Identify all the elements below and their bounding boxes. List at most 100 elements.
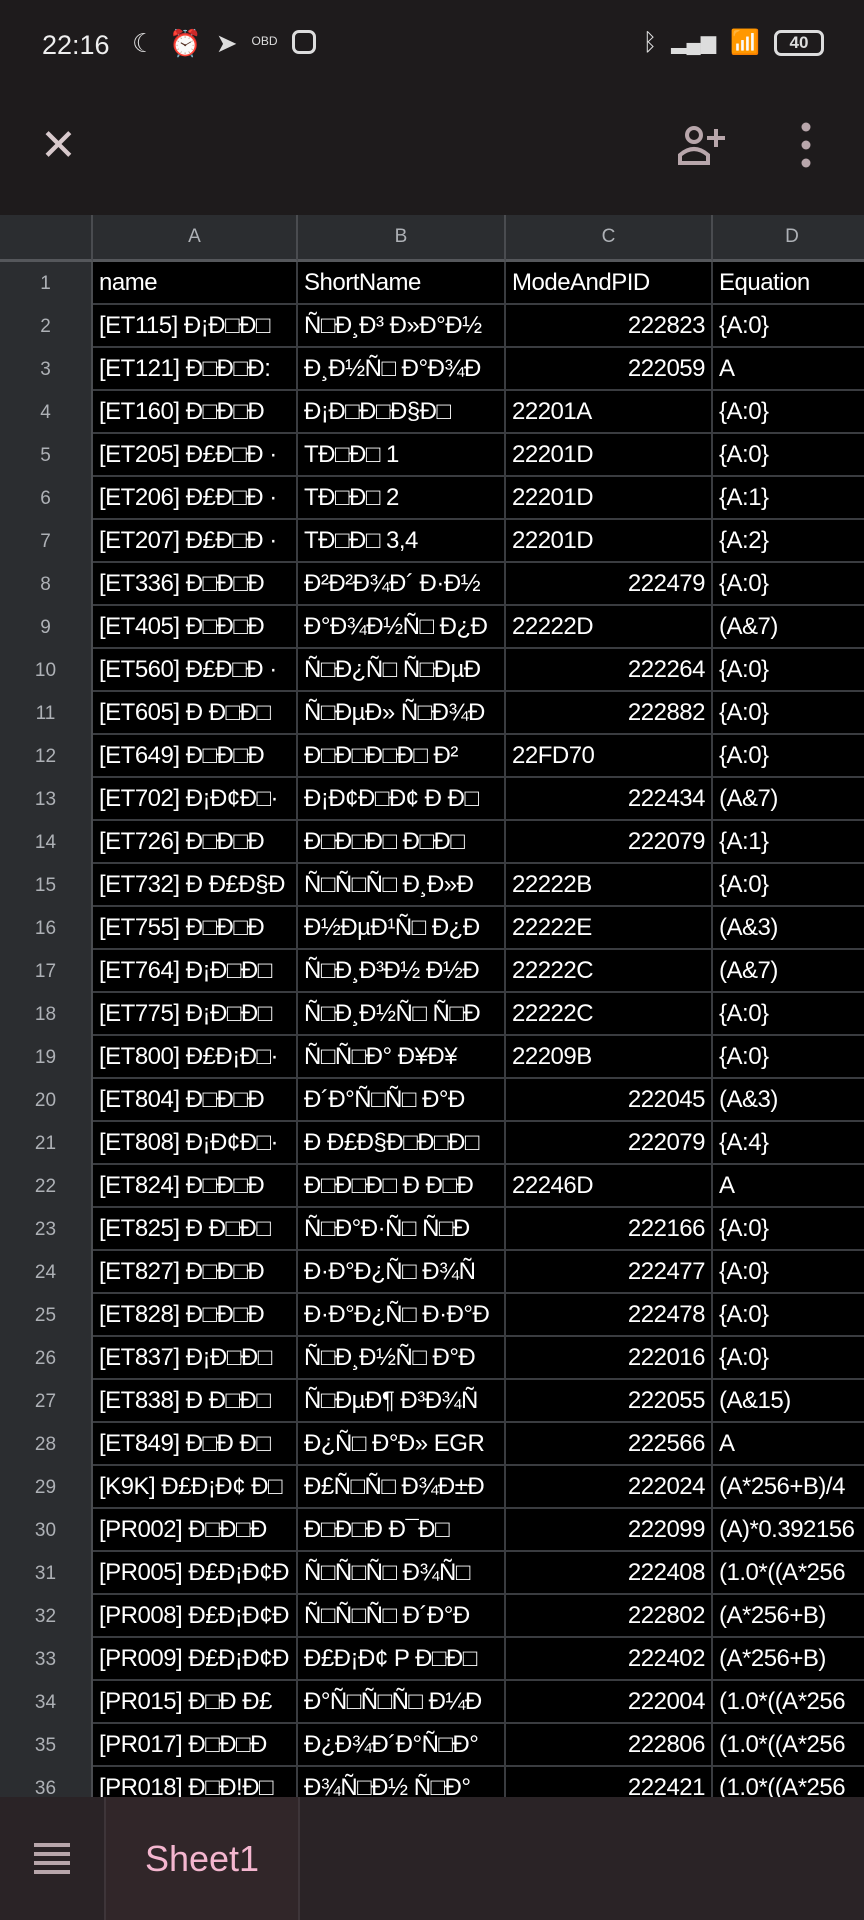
cell-short-name[interactable]: Ñ□ĐµĐ¶ Đ³Đ¾Ñ	[298, 1380, 506, 1421]
cell-short-name[interactable]: Đ¸Đ½Ñ□ Đ°Đ¾Đ	[298, 348, 506, 389]
select-all-corner[interactable]	[0, 215, 93, 262]
cell-short-name[interactable]: Đ□Đ□Đ□Đ□ Đ²	[298, 735, 506, 776]
row-header[interactable]: 35	[0, 1724, 93, 1767]
cell-name[interactable]: [ET775] Đ¡Đ□Đ□	[93, 993, 298, 1034]
cell-mode-and-pid[interactable]: 22201D	[506, 477, 713, 518]
cell-name[interactable]: [ET824] Đ□Đ□Đ	[93, 1165, 298, 1206]
cell-short-name[interactable]: Ñ□Đ¿Ñ□ Ñ□ĐµĐ	[298, 649, 506, 690]
cell-equation[interactable]: {A:0}	[713, 1337, 864, 1378]
cell-equation[interactable]: (1.0*((A*256	[713, 1681, 864, 1722]
cell-mode-and-pid[interactable]: 222434	[506, 778, 713, 819]
row-header[interactable]: 9	[0, 606, 93, 649]
cell-mode-and-pid[interactable]: 222421	[506, 1767, 713, 1797]
row-header[interactable]: 6	[0, 477, 93, 520]
cell-short-name[interactable]: Đ□Đ□Đ□ Đ Đ□Đ	[298, 1165, 506, 1206]
cell-short-name[interactable]: TĐ□Đ□ 1	[298, 434, 506, 475]
cell-mode-and-pid[interactable]: 222823	[506, 305, 713, 346]
row-header[interactable]: 36	[0, 1767, 93, 1797]
cell-name[interactable]: [ET755] Đ□Đ□Đ	[93, 907, 298, 948]
cell-mode-and-pid[interactable]: 22222B	[506, 864, 713, 905]
sheet-tab-sheet1[interactable]: Sheet1	[106, 1797, 300, 1920]
cell-short-name[interactable]: Đ°Ñ□Ñ□Ñ□ Đ¼Đ	[298, 1681, 506, 1722]
row-header[interactable]: 1	[0, 262, 93, 305]
row-header[interactable]: 5	[0, 434, 93, 477]
column-header-b[interactable]: B	[298, 215, 506, 262]
row-header[interactable]: 8	[0, 563, 93, 606]
cell-name[interactable]: [ET726] Đ□Đ□Đ	[93, 821, 298, 862]
cell-mode-and-pid[interactable]: 222079	[506, 1122, 713, 1163]
cell-mode-and-pid[interactable]: 222806	[506, 1724, 713, 1765]
more-vert-icon[interactable]	[796, 121, 816, 169]
cell-short-name[interactable]: Ñ□Đ¸Đ½Ñ□ Đ°Đ	[298, 1337, 506, 1378]
cell-short-name[interactable]: TĐ□Đ□ 2	[298, 477, 506, 518]
cell-equation[interactable]: A	[713, 348, 864, 389]
cell-short-name[interactable]: Ñ□Đ¸Đ³Đ½ Đ½Đ	[298, 950, 506, 991]
cell-short-name[interactable]: Ñ□Ñ□Ñ□ Đ¸Đ»Đ	[298, 864, 506, 905]
cell-equation[interactable]: (A&7)	[713, 606, 864, 647]
cell-name[interactable]: [ET837] Đ¡Đ□Đ□	[93, 1337, 298, 1378]
cell-equation[interactable]: {A:0}	[713, 1294, 864, 1335]
cell-mode-and-pid[interactable]: 22201D	[506, 520, 713, 561]
cell-equation[interactable]: (A&7)	[713, 778, 864, 819]
cell-name[interactable]: [ET827] Đ□Đ□Đ	[93, 1251, 298, 1292]
cell-short-name[interactable]: Đ¡Đ□Đ□Đ§Đ□	[298, 391, 506, 432]
row-header[interactable]: 15	[0, 864, 93, 907]
cell-short-name[interactable]: Đ¿Đ¾Đ´Đ°Ñ□Đ°	[298, 1724, 506, 1765]
cell-short-name[interactable]: Đ´Đ°Ñ□Ñ□ Đ°Đ	[298, 1079, 506, 1120]
cell-name[interactable]: [PR009] Đ£Đ¡Đ¢Đ	[93, 1638, 298, 1679]
cell-mode-and-pid[interactable]: 22201A	[506, 391, 713, 432]
add-person-icon[interactable]	[678, 123, 730, 165]
cell-equation[interactable]: (1.0*((A*256	[713, 1724, 864, 1765]
cell-equation[interactable]: (A*256+B)	[713, 1638, 864, 1679]
cell-short-name[interactable]: Đ¡Đ¢Đ□Đ¢ Đ Đ□	[298, 778, 506, 819]
cell-name[interactable]: [ET804] Đ□Đ□Đ	[93, 1079, 298, 1120]
cell-short-name[interactable]: Đ·Đ°Đ¿Ñ□ Đ·Đ°Đ	[298, 1294, 506, 1335]
cell-equation[interactable]: A	[713, 1423, 864, 1464]
cell-short-name[interactable]: Đ□Đ□Đ Đ¯Đ□	[298, 1509, 506, 1550]
row-header[interactable]: 25	[0, 1294, 93, 1337]
cell-mode-and-pid[interactable]: 222408	[506, 1552, 713, 1593]
spreadsheet-grid[interactable]: A B C D 1 name ShortName ModeAndPID Equa…	[0, 215, 864, 1797]
cell-mode-and-pid[interactable]: 22222D	[506, 606, 713, 647]
row-header[interactable]: 2	[0, 305, 93, 348]
cell-short-name[interactable]: Ñ□Đ¸Đ½Ñ□ Ñ□Đ	[298, 993, 506, 1034]
cell-name[interactable]: [PR008] Đ£Đ¡Đ¢Đ	[93, 1595, 298, 1636]
cell-mode-and-pid[interactable]: 22FD70	[506, 735, 713, 776]
row-header[interactable]: 13	[0, 778, 93, 821]
cell-name[interactable]: [PR018] Đ□Đ!Đ□	[93, 1767, 298, 1797]
cell-mode-and-pid[interactable]: 222099	[506, 1509, 713, 1550]
cell-name[interactable]: [PR002] Đ□Đ□Đ	[93, 1509, 298, 1550]
row-header[interactable]: 32	[0, 1595, 93, 1638]
cell-short-name[interactable]: Đ¾Ñ□Đ½ Ñ□Đ°	[298, 1767, 506, 1797]
cell-mode-and-pid[interactable]: 222059	[506, 348, 713, 389]
cell-mode-and-pid[interactable]: 22222E	[506, 907, 713, 948]
cell-short-name[interactable]: Ñ□Đ¸Đ³ Đ»Đ°Đ½	[298, 305, 506, 346]
cell-name[interactable]: [ET702] Đ¡Đ¢Đ□·	[93, 778, 298, 819]
cell-mode-and-pid[interactable]: 222166	[506, 1208, 713, 1249]
row-header[interactable]: 21	[0, 1122, 93, 1165]
cell-name[interactable]: [ET764] Đ¡Đ□Đ□	[93, 950, 298, 991]
row-header[interactable]: 14	[0, 821, 93, 864]
cell-short-name[interactable]: Đ□Đ□Đ□ Đ□Đ□	[298, 821, 506, 862]
column-header-a[interactable]: A	[93, 215, 298, 262]
row-header[interactable]: 17	[0, 950, 93, 993]
cell-equation[interactable]: {A:0}	[713, 434, 864, 475]
cell-short-name[interactable]: Ñ□Đ°Đ·Ñ□ Ñ□Đ	[298, 1208, 506, 1249]
row-header[interactable]: 33	[0, 1638, 93, 1681]
cell-short-name[interactable]: Đ£Ñ□Ñ□ Đ¾Đ±Đ	[298, 1466, 506, 1507]
cell-mode-and-pid[interactable]: 222024	[506, 1466, 713, 1507]
cell-name[interactable]: [ET649] Đ□Đ□Đ	[93, 735, 298, 776]
cell-equation[interactable]: {A:0}	[713, 1208, 864, 1249]
row-header[interactable]: 20	[0, 1079, 93, 1122]
cell-name[interactable]: [ET732] Đ Đ£Đ§Đ	[93, 864, 298, 905]
cell-short-name[interactable]: Ñ□Ñ□Ñ□ Đ¾Ñ□	[298, 1552, 506, 1593]
close-icon[interactable]: ✕	[40, 121, 77, 170]
cell-equation[interactable]: (1.0*((A*256	[713, 1767, 864, 1797]
row-header[interactable]: 23	[0, 1208, 93, 1251]
row-header[interactable]: 11	[0, 692, 93, 735]
cell-name[interactable]: [K9K] Đ£Đ¡Đ¢ Đ□	[93, 1466, 298, 1507]
cell-mode-and-pid[interactable]: 222045	[506, 1079, 713, 1120]
cell-name[interactable]: [ET405] Đ□Đ□Đ	[93, 606, 298, 647]
cell-equation[interactable]: {A:0}	[713, 864, 864, 905]
cell-short-name[interactable]: ShortName	[298, 262, 506, 303]
